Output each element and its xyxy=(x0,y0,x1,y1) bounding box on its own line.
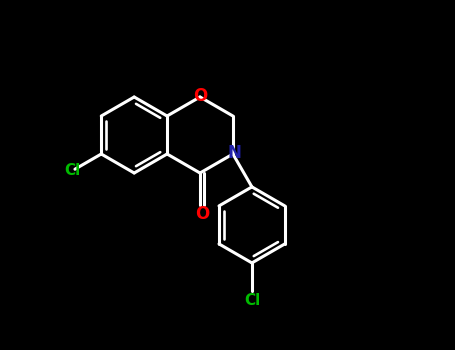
Text: Cl: Cl xyxy=(64,163,80,178)
Text: Cl: Cl xyxy=(244,293,260,308)
Text: O: O xyxy=(195,205,209,223)
Text: N: N xyxy=(228,144,242,162)
Text: O: O xyxy=(193,87,207,105)
